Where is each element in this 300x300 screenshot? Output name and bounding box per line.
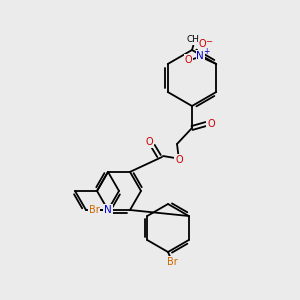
Text: O: O: [175, 155, 183, 165]
Text: O: O: [145, 137, 153, 147]
Text: O: O: [184, 55, 192, 65]
Text: O: O: [207, 119, 215, 129]
Text: CH₃: CH₃: [187, 35, 203, 44]
Text: N: N: [196, 51, 204, 61]
Text: N: N: [104, 205, 112, 215]
Text: O: O: [198, 39, 206, 49]
Text: +: +: [203, 47, 209, 56]
Text: Br: Br: [167, 257, 177, 267]
Text: Br: Br: [88, 205, 99, 215]
Text: −: −: [205, 38, 212, 46]
